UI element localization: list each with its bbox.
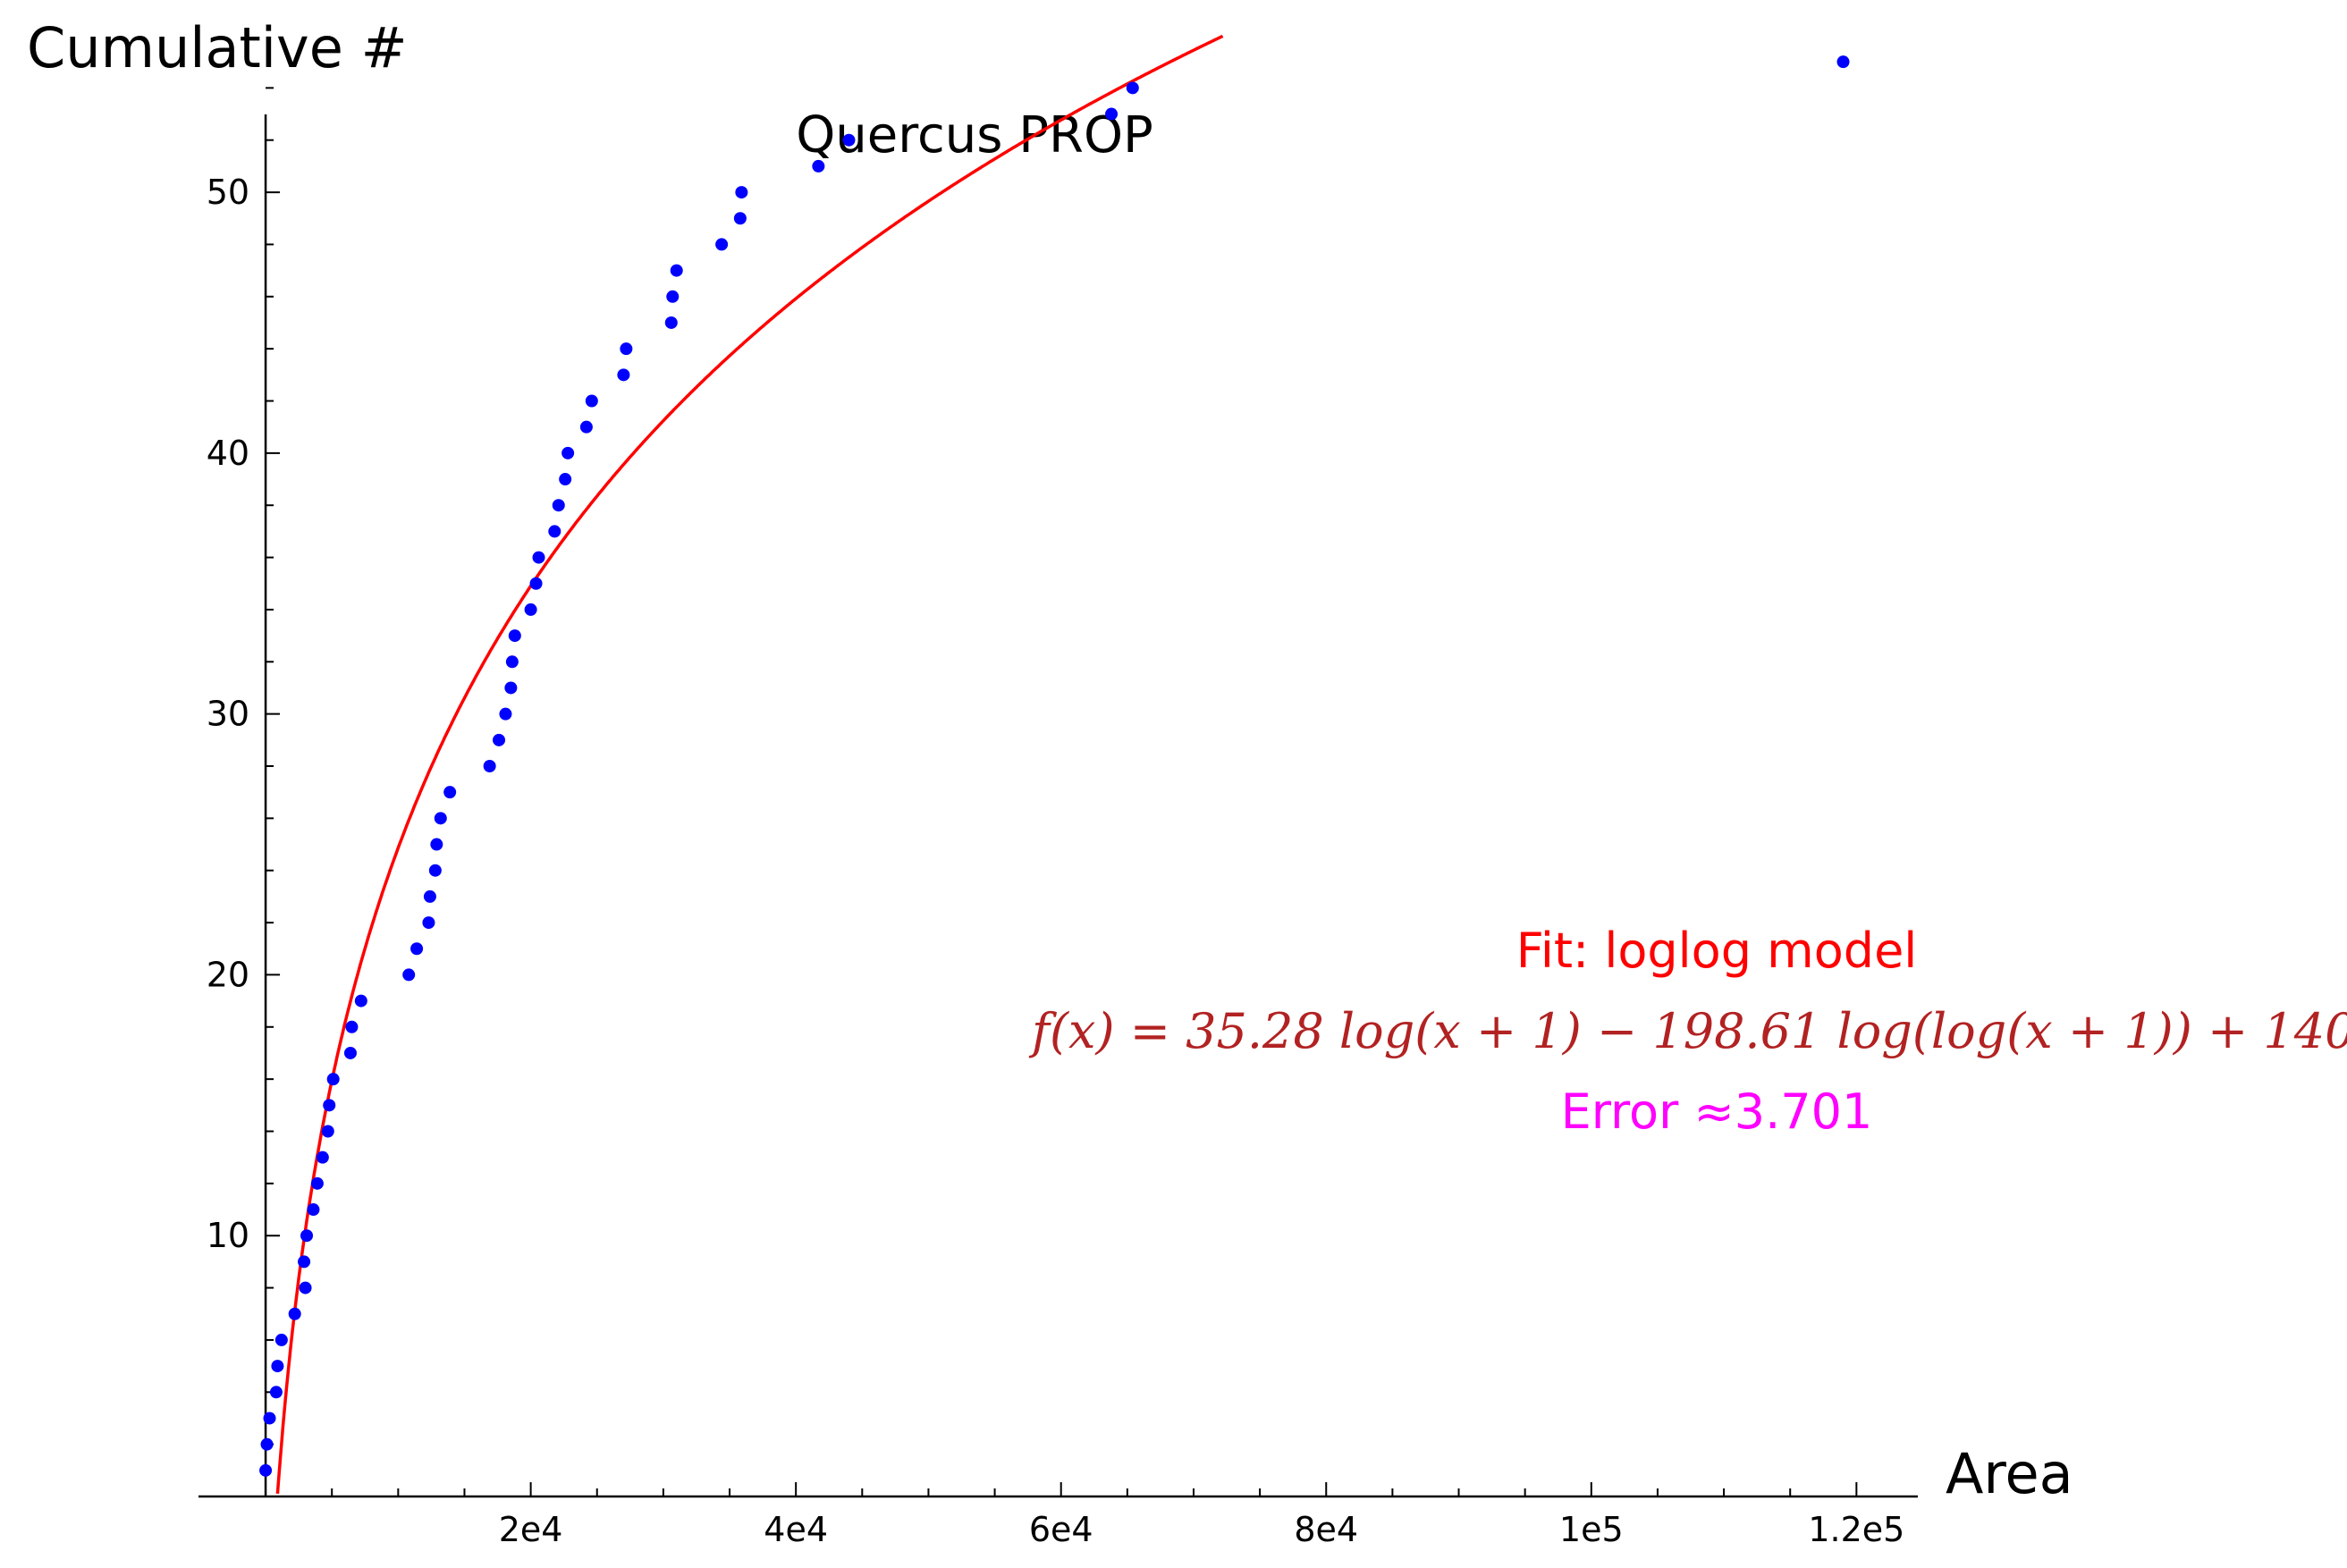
x-tick-label: 8e4 [1294, 1510, 1358, 1549]
y-axis-label: Cumulative # [27, 15, 408, 80]
data-point [579, 420, 593, 434]
y-tick-label: 50 [207, 173, 249, 212]
data-point [410, 942, 424, 956]
data-point [269, 1386, 283, 1399]
data-point [299, 1281, 312, 1294]
y-ticks: 10 20 30 40 50 [207, 87, 281, 1446]
data-point [505, 655, 519, 669]
data-point [504, 681, 518, 695]
error-label: Error ≈3.701 [1561, 1083, 1873, 1140]
data-point [561, 446, 575, 459]
data-point [274, 1333, 288, 1346]
data-point [715, 238, 729, 251]
data-point [842, 133, 856, 147]
data-point [307, 1203, 320, 1217]
data-point [259, 1463, 273, 1477]
data-point [434, 812, 447, 825]
x-ticks: 2e4 4e4 6e4 8e4 1e5 1.2e5 [331, 1482, 1904, 1549]
data-point [666, 290, 680, 303]
data-point [670, 264, 683, 277]
data-point [300, 1229, 314, 1243]
data-point [493, 733, 506, 746]
data-point [617, 368, 630, 382]
data-point [323, 1099, 336, 1112]
fit-label: Fit: loglog model [1516, 923, 1918, 979]
data-point [499, 707, 512, 721]
data-point [422, 916, 435, 930]
data-point [288, 1307, 301, 1320]
data-point [620, 342, 633, 356]
data-point [508, 629, 521, 643]
data-point [532, 551, 545, 564]
data-point [1836, 55, 1850, 69]
data-point [812, 159, 825, 173]
data-point [733, 212, 747, 225]
data-point [1126, 81, 1139, 95]
data-point [321, 1125, 334, 1138]
x-axis-label: Area [1946, 1441, 2073, 1506]
axes: 2e4 4e4 6e4 8e4 1e5 1.2e5 10 20 30 40 50 [198, 87, 1918, 1549]
data-point [343, 1046, 357, 1059]
data-point [548, 525, 561, 538]
data-point [529, 577, 543, 590]
data-point [310, 1176, 324, 1190]
x-tick-label: 4e4 [764, 1510, 828, 1549]
data-point [664, 316, 678, 329]
data-point [443, 786, 457, 799]
x-tick-label: 1e5 [1559, 1510, 1624, 1549]
x-tick-label: 6e4 [1029, 1510, 1093, 1549]
data-point [552, 499, 565, 512]
y-tick-label: 10 [207, 1216, 249, 1255]
data-point [316, 1151, 329, 1164]
data-point [524, 603, 537, 616]
data-point [585, 394, 598, 408]
x-tick-label: 1.2e5 [1808, 1510, 1904, 1549]
data-point [735, 186, 748, 199]
data-point [345, 1020, 359, 1033]
data-points [259, 55, 1850, 1477]
data-point [354, 994, 367, 1007]
chart-title: Quercus PROP [796, 106, 1153, 164]
data-point [430, 838, 443, 851]
data-point [271, 1360, 284, 1373]
data-point [402, 968, 416, 982]
data-point [1105, 107, 1119, 121]
data-point [298, 1255, 311, 1269]
data-point [483, 760, 496, 772]
fit-formula: f(x) = 35.28 log(x + 1) − 198.61 log(log… [1028, 1003, 2347, 1059]
y-tick-label: 30 [207, 695, 249, 734]
x-tick-label: 2e4 [499, 1510, 563, 1549]
data-point [559, 473, 572, 486]
data-point [423, 889, 436, 903]
data-point [260, 1437, 274, 1451]
fit-curve [275, 34, 1224, 1495]
data-point [263, 1412, 276, 1425]
y-tick-label: 40 [207, 434, 249, 473]
y-tick-label: 20 [207, 955, 249, 994]
data-point [326, 1073, 340, 1086]
data-point [428, 864, 442, 877]
